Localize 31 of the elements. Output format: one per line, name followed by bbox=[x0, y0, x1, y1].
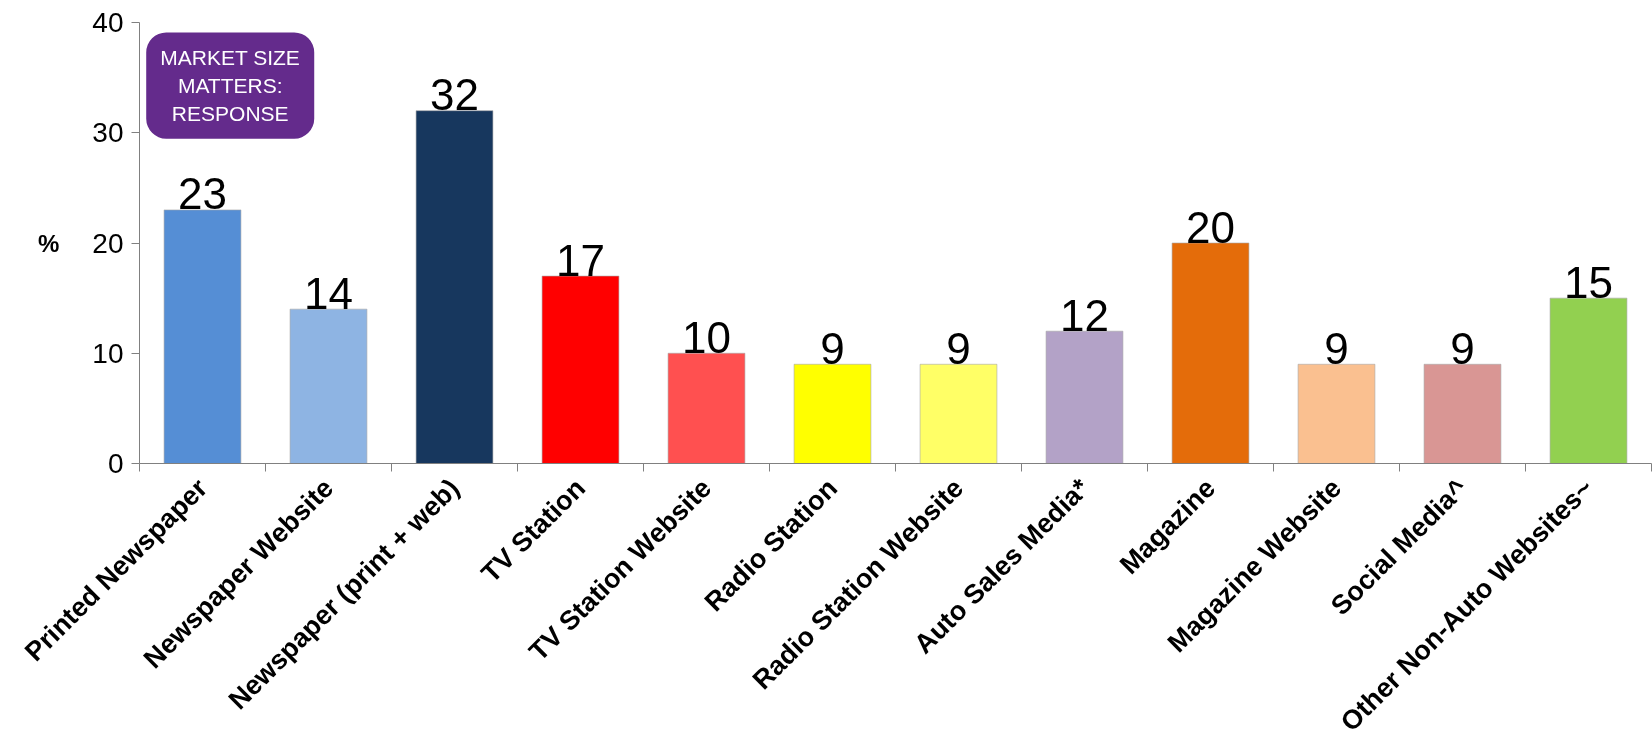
data-label: 23 bbox=[178, 169, 227, 219]
bar bbox=[1297, 363, 1376, 464]
bar bbox=[667, 352, 746, 464]
bar bbox=[919, 363, 998, 464]
y-tick-label: 0 bbox=[107, 448, 124, 479]
y-tick-label: 30 bbox=[92, 117, 124, 149]
data-label: 17 bbox=[556, 235, 605, 285]
bar bbox=[289, 308, 368, 464]
bar bbox=[793, 363, 872, 464]
data-label: 15 bbox=[1564, 257, 1613, 307]
bar bbox=[1045, 330, 1124, 464]
y-tick-label: 10 bbox=[92, 337, 124, 369]
bar bbox=[163, 209, 242, 464]
data-label: 32 bbox=[430, 70, 479, 120]
bar bbox=[1423, 363, 1502, 464]
data-label: 14 bbox=[304, 268, 353, 318]
y-tick-label: 20 bbox=[92, 227, 124, 259]
data-label: 10 bbox=[682, 312, 731, 362]
bar bbox=[415, 110, 494, 464]
y-axis-title: % bbox=[38, 229, 60, 257]
bar bbox=[1171, 242, 1250, 464]
data-label: 9 bbox=[1450, 323, 1475, 373]
bar bbox=[1549, 297, 1628, 464]
data-label: 9 bbox=[1324, 323, 1349, 373]
data-label: 20 bbox=[1186, 202, 1235, 252]
annotation: MARKET SIZE MATTERS: RESPONSE bbox=[160, 46, 300, 125]
y-tick-label: 40 bbox=[92, 7, 124, 38]
bar bbox=[541, 275, 620, 464]
data-label: 9 bbox=[946, 323, 971, 373]
data-label: 12 bbox=[1060, 290, 1109, 340]
data-label: 9 bbox=[820, 323, 845, 373]
